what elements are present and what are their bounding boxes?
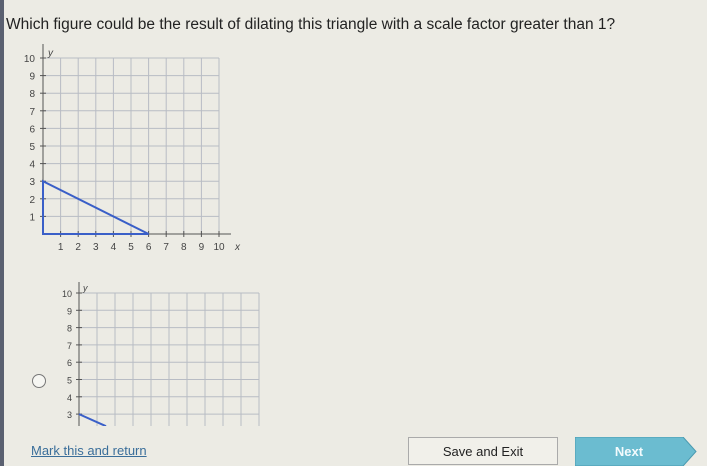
x-tick-label: 9 bbox=[199, 242, 205, 253]
save-and-exit-button[interactable]: Save and Exit bbox=[408, 437, 558, 465]
y-axis-label: y bbox=[82, 283, 88, 293]
option-graph: 3 4 5 6 7 8 9 10 y bbox=[62, 282, 260, 426]
y-tick-label: 5 bbox=[67, 376, 72, 386]
x-tick-label: 2 bbox=[75, 242, 81, 253]
shape-edge bbox=[78, 413, 107, 426]
x-tick-label: 1 bbox=[58, 242, 64, 253]
x-tick-label: 4 bbox=[111, 242, 117, 253]
triangle bbox=[42, 179, 150, 235]
y-axis-label: y bbox=[47, 48, 54, 59]
next-button-label: Next bbox=[614, 444, 644, 459]
y-tick-label: 9 bbox=[29, 72, 35, 83]
x-tick-label: 10 bbox=[213, 242, 225, 253]
y-tick-label: 8 bbox=[67, 324, 72, 334]
y-tick-label: 5 bbox=[29, 142, 35, 153]
window-edge bbox=[0, 0, 4, 466]
y-tick-label: 9 bbox=[67, 306, 72, 316]
y-tick-label: 1 bbox=[29, 212, 35, 223]
mark-and-return-link[interactable]: Mark this and return bbox=[31, 443, 147, 458]
x-tick-label: 6 bbox=[146, 242, 152, 253]
y-tick-label: 2 bbox=[29, 195, 35, 206]
x-tick-label: 3 bbox=[93, 242, 99, 253]
question-text: Which figure could be the result of dila… bbox=[6, 16, 616, 33]
y-tick-label: 7 bbox=[29, 107, 35, 118]
next-button[interactable]: Next bbox=[575, 437, 697, 466]
y-tick-label: 10 bbox=[24, 54, 36, 65]
x-axis-label: x bbox=[234, 242, 241, 253]
y-tick-label: 6 bbox=[29, 124, 35, 135]
y-tick-label: 8 bbox=[29, 89, 35, 100]
x-tick-label: 8 bbox=[181, 242, 187, 253]
y-tick-label: 6 bbox=[67, 358, 72, 368]
x-tick-label: 5 bbox=[128, 242, 134, 253]
y-tick-label: 3 bbox=[29, 177, 35, 188]
y-tick-label: 4 bbox=[29, 160, 35, 171]
y-tick-label: 3 bbox=[67, 410, 72, 420]
y-tick-label: 4 bbox=[67, 393, 72, 403]
y-tick-label: 7 bbox=[67, 341, 72, 351]
x-tick-label: 7 bbox=[163, 242, 169, 253]
y-tick-label: 10 bbox=[62, 289, 72, 299]
answer-option-radio[interactable] bbox=[32, 374, 46, 388]
